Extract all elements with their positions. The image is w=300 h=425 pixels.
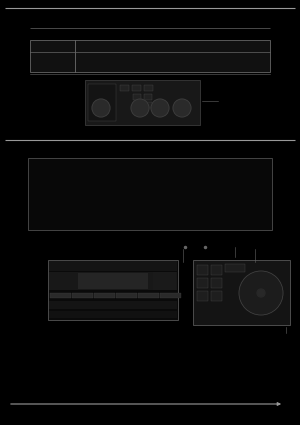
Circle shape (151, 99, 169, 117)
Bar (144, 85, 153, 91)
Bar (72, 293, 93, 298)
Bar (49, 301, 177, 309)
Bar (211, 291, 222, 301)
Bar (133, 102, 141, 108)
Bar (160, 293, 181, 298)
Bar (78, 273, 148, 289)
Bar (50, 293, 71, 298)
Bar (120, 85, 129, 91)
Circle shape (131, 99, 149, 117)
Bar (48, 260, 178, 320)
Bar (30, 40, 270, 72)
Bar (94, 293, 115, 298)
Bar (144, 102, 152, 108)
Bar (225, 264, 245, 272)
Bar (28, 158, 272, 230)
Circle shape (92, 99, 110, 117)
Bar (153, 272, 176, 290)
Bar (144, 94, 152, 100)
Circle shape (173, 99, 191, 117)
Bar (88, 84, 116, 121)
Bar (197, 291, 208, 301)
Bar (133, 94, 141, 100)
Bar (49, 261, 177, 271)
Circle shape (239, 271, 283, 315)
Bar (138, 293, 159, 298)
Bar (49, 311, 177, 318)
Bar (132, 85, 141, 91)
Bar (116, 293, 137, 298)
Bar (49, 272, 177, 290)
Bar (211, 265, 222, 275)
Bar (197, 265, 208, 275)
Bar (211, 278, 222, 288)
Circle shape (257, 289, 265, 297)
Bar (85, 80, 200, 125)
Bar (197, 278, 208, 288)
Bar (193, 260, 290, 325)
